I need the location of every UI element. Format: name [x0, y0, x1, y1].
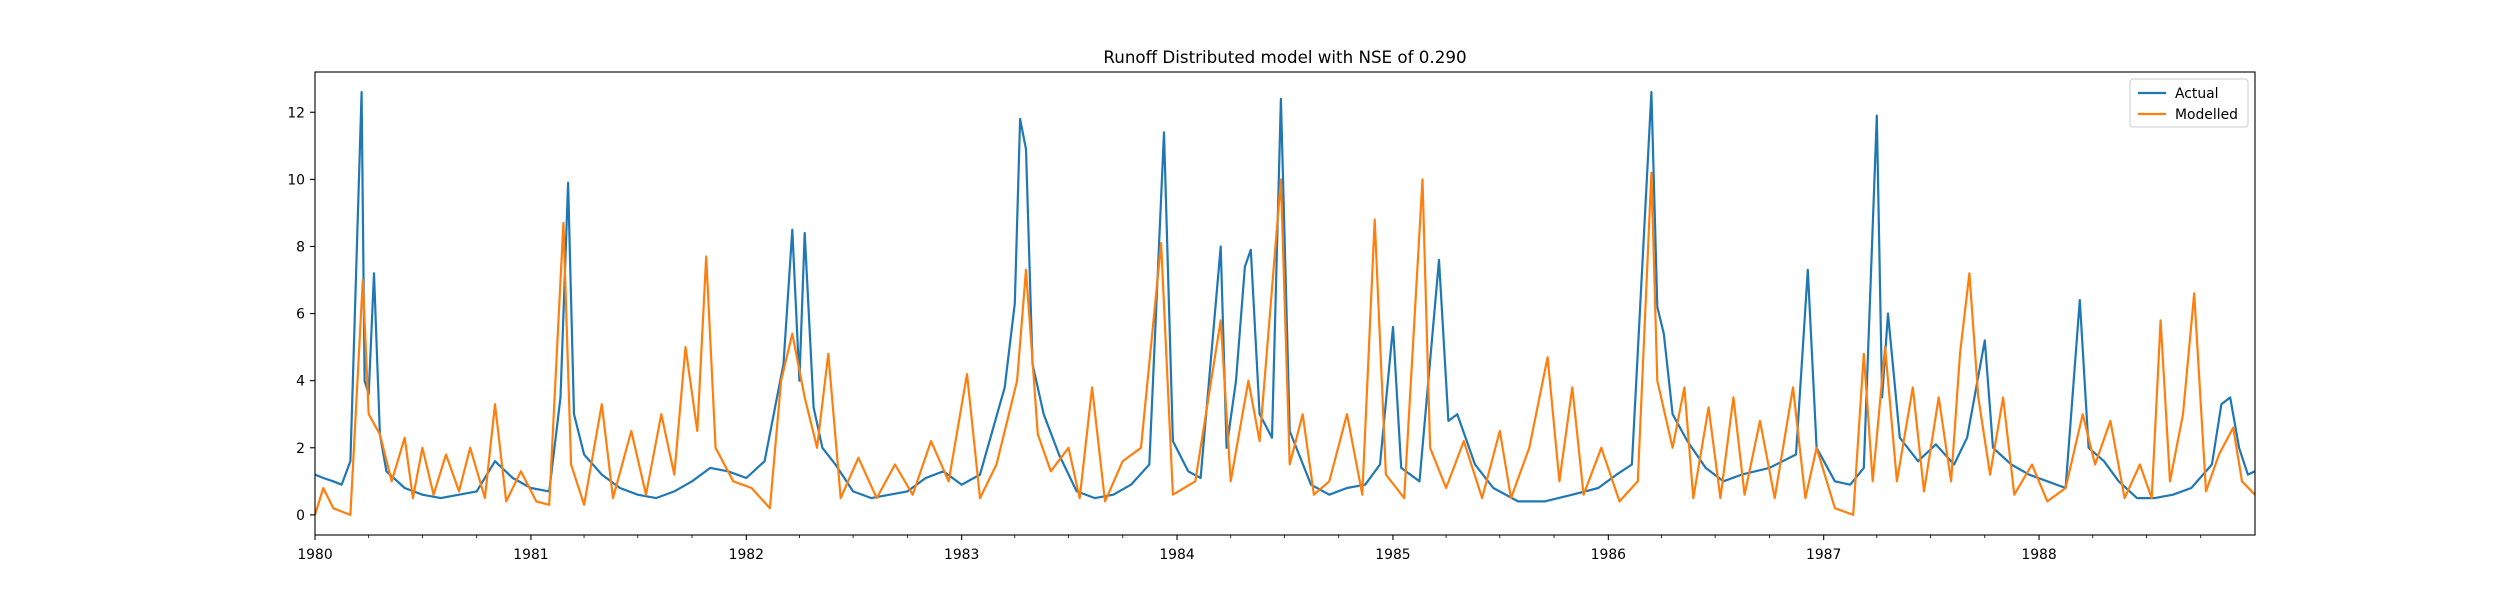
series-line-actual	[314, 91, 2256, 503]
series-layer	[313, 91, 2256, 516]
x-tick-label: 1982	[729, 547, 764, 563]
y-tick-label: 8	[296, 239, 305, 255]
x-tick-label: 1985	[1375, 547, 1410, 563]
x-tick-label: 1987	[1806, 547, 1841, 563]
legend-label-actual: Actual	[2175, 86, 2219, 102]
y-tick-label: 6	[296, 307, 305, 323]
plot-frame	[314, 71, 2256, 536]
y-tick-label: 4	[296, 374, 305, 390]
x-tick-label: 1984	[1159, 547, 1195, 563]
y-tick-label: 0	[296, 508, 305, 524]
legend-label-modelled: Modelled	[2175, 107, 2238, 123]
x-tick-label: 1986	[1591, 547, 1626, 563]
x-tick-label: 1988	[2021, 547, 2056, 563]
x-tick-label: 1981	[513, 547, 548, 563]
x-tick-label: 1980	[297, 547, 332, 563]
y-tick-label: 10	[287, 172, 305, 188]
x-tick-label: 1983	[944, 547, 979, 563]
axes-layer: 0 2 4 6 8 10 12 1980 1981 1982 1983 1984 1985 1986 198…	[287, 71, 2256, 563]
y-tick-label: 2	[296, 441, 305, 457]
legend: Actual Modelled	[2129, 78, 2249, 128]
series-line-modelled	[313, 171, 2256, 516]
chart-title: Runoff Distributed model with NSE of 0.2…	[1103, 47, 1466, 67]
y-tick-label: 12	[287, 105, 305, 121]
